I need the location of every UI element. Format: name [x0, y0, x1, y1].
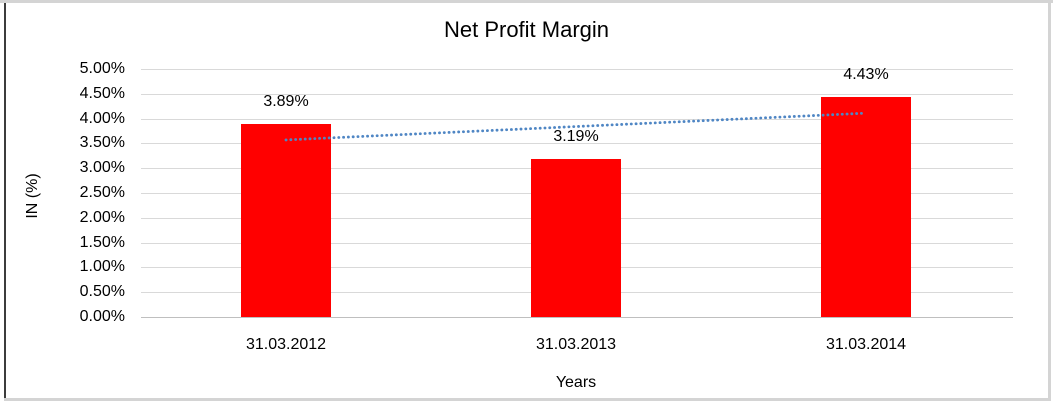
gridline [141, 69, 1013, 70]
chart-border-top [0, 0, 1053, 3]
x-axis-line [141, 317, 1013, 318]
y-tick-label: 4.00% [79, 110, 125, 127]
y-tick-label: 1.50% [79, 234, 125, 251]
gridline [141, 119, 1013, 120]
chart-border-bottom [4, 398, 1051, 401]
y-tick-label: 0.50% [79, 283, 125, 300]
data-label: 3.19% [553, 128, 599, 145]
y-tick-label: 5.00% [79, 60, 125, 77]
trendline-path [284, 111, 868, 142]
bar-31.03.2013 [531, 159, 621, 317]
bar-31.03.2012 [241, 124, 331, 317]
y-tick-label: 3.00% [79, 159, 125, 176]
chart-border-left [4, 3, 6, 398]
x-tick-label: 31.03.2012 [245, 336, 327, 353]
chart-border-right [1048, 3, 1051, 401]
x-axis-title: Years [555, 374, 597, 391]
y-tick-label: 2.50% [79, 184, 125, 201]
trendline [284, 111, 868, 142]
y-tick-label: 3.50% [79, 134, 125, 151]
y-tick-label: 4.50% [79, 85, 125, 102]
data-label: 4.43% [843, 66, 889, 83]
y-tick-label: 0.00% [79, 308, 125, 325]
gridline [141, 143, 1013, 144]
x-tick-label: 31.03.2014 [825, 336, 907, 353]
data-label: 3.89% [263, 93, 309, 110]
chart-title: Net Profit Margin [443, 17, 610, 42]
y-tick-label: 1.00% [79, 258, 125, 275]
bar-31.03.2014 [821, 97, 911, 317]
gridline [141, 94, 1013, 95]
x-tick-label: 31.03.2013 [535, 336, 617, 353]
y-tick-label: 2.00% [79, 209, 125, 226]
